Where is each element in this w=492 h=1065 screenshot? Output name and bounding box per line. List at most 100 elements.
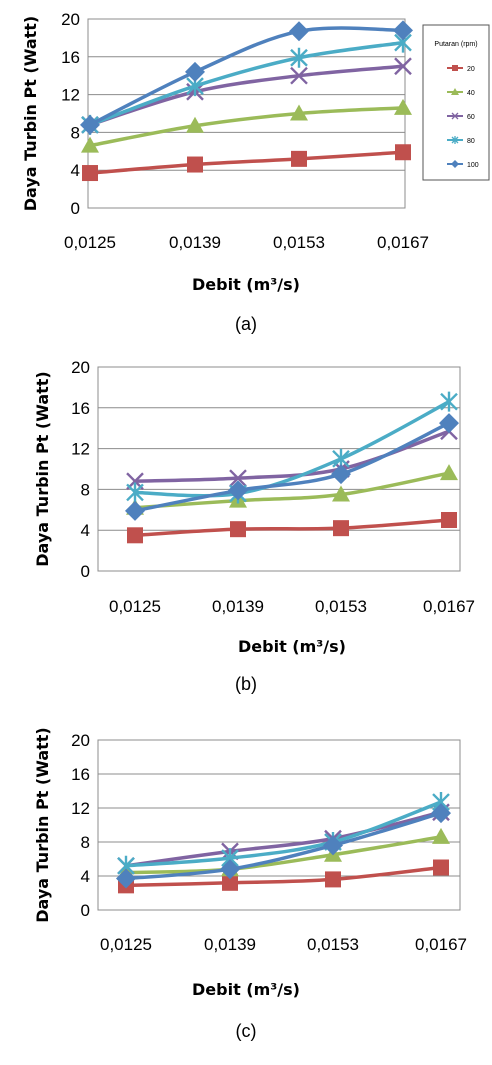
chart-2: 0 4 8 12 16 20 0,0125 0,0139 0,0153 0,0167 Debit (… (33, 727, 467, 1041)
data-point (393, 20, 413, 41)
x-tick-label: 0,0139 (204, 935, 256, 954)
data-point (431, 803, 451, 824)
data-point (126, 482, 144, 503)
series-line (124, 800, 443, 868)
series-100 (80, 20, 413, 135)
legend-marker (451, 136, 459, 144)
data-point (125, 500, 145, 521)
data-point (440, 391, 458, 412)
x-tick-label: 0,0139 (212, 597, 264, 616)
x-tick-label: 0,0139 (169, 233, 221, 252)
data-point (228, 480, 248, 501)
chart-0: 0 4 8 12 16 20 0,0125 0,0139 0,0153 0,0167 Debit (… (21, 10, 490, 334)
legend-title: Putaran (rpm) (434, 41, 477, 48)
legend-marker (452, 65, 458, 71)
data-point (289, 21, 309, 42)
series-20 (82, 144, 411, 182)
y-tick-label: 20 (71, 731, 90, 750)
data-point (186, 116, 204, 133)
y-axis-title: Daya Turbin Pt (Watt) (33, 727, 52, 922)
legend-entry: 60 (467, 114, 475, 121)
y-tick-label: 4 (71, 161, 80, 180)
y-tick-label: 4 (81, 867, 90, 886)
x-tick-label: 0,0167 (377, 233, 429, 252)
legend: Putaran (rpm) 20 40 60 80 100 (422, 24, 490, 181)
data-point (395, 144, 411, 161)
series-line (124, 865, 443, 888)
data-point (432, 827, 450, 844)
data-point (82, 165, 98, 182)
y-tick-label: 12 (71, 440, 90, 459)
data-point (187, 156, 203, 173)
x-tick-label: 0,0125 (64, 233, 116, 252)
chart-caption: (a) (235, 314, 257, 334)
y-tick-label: 0 (81, 562, 90, 581)
data-point (332, 485, 350, 502)
series-line (133, 421, 451, 513)
data-point (230, 521, 246, 538)
series-line (124, 810, 443, 868)
legend-entry: 20 (467, 66, 475, 73)
series-line (88, 26, 405, 127)
series-line (133, 518, 451, 538)
y-tick-label: 0 (71, 199, 80, 218)
y-axis-title: Daya Turbin Pt (Watt) (21, 16, 40, 211)
legend-box (422, 24, 490, 181)
data-point (81, 136, 99, 153)
y-tick-label: 16 (71, 765, 90, 784)
y-tick-label: 12 (71, 799, 90, 818)
x-axis-title: Debit (m³/s) (192, 275, 300, 294)
series-line (88, 106, 405, 148)
y-tick-label: 8 (71, 123, 80, 142)
data-point (116, 868, 136, 889)
data-point (440, 464, 458, 481)
x-axis-title: Debit (m³/s) (192, 980, 300, 999)
x-tick-label: 0,0153 (315, 597, 367, 616)
series-line (133, 471, 451, 510)
data-point (394, 57, 412, 76)
series-40 (81, 98, 412, 153)
data-point (394, 98, 412, 115)
series-line (133, 399, 451, 498)
x-tick-label: 0,0167 (423, 597, 475, 616)
data-point (185, 61, 205, 82)
data-point (220, 859, 240, 880)
series-line (88, 150, 405, 175)
y-axis-title: Daya Turbin Pt (Watt) (33, 371, 52, 566)
series-line (124, 811, 443, 881)
x-tick-label: 0,0167 (415, 935, 467, 954)
chart-1: 0 4 8 12 16 20 0,0125 0,0139 0,0153 0,0167 Debit (… (33, 358, 475, 694)
y-tick-label: 16 (61, 48, 80, 67)
data-point (290, 47, 308, 68)
x-tick-label: 0,0153 (307, 935, 359, 954)
x-tick-label: 0,0125 (109, 597, 161, 616)
chart-caption: (c) (236, 1021, 257, 1041)
legend-marker (451, 88, 459, 95)
data-point (290, 104, 308, 121)
data-point (222, 874, 238, 891)
legend-entry: 100 (467, 162, 479, 169)
y-tick-label: 8 (81, 833, 90, 852)
data-point (441, 512, 457, 528)
data-point (331, 464, 351, 485)
x-tick-label: 0,0125 (100, 935, 152, 954)
plot-area (97, 366, 461, 572)
series-100 (116, 803, 451, 889)
y-tick-label: 4 (81, 521, 90, 540)
series-line (88, 64, 405, 127)
data-point (127, 527, 143, 544)
series-line (88, 40, 405, 127)
x-axis-title: Debit (m³/s) (238, 637, 346, 656)
data-point (333, 520, 349, 537)
data-point (439, 413, 459, 434)
y-tick-label: 8 (81, 480, 90, 499)
data-point (323, 835, 343, 856)
chart-caption: (b) (235, 674, 257, 694)
data-point (290, 66, 308, 85)
legend-marker (451, 112, 459, 120)
legend-marker (451, 160, 459, 168)
y-tick-label: 16 (71, 399, 90, 418)
y-tick-label: 0 (81, 901, 90, 920)
series-20 (127, 512, 457, 544)
